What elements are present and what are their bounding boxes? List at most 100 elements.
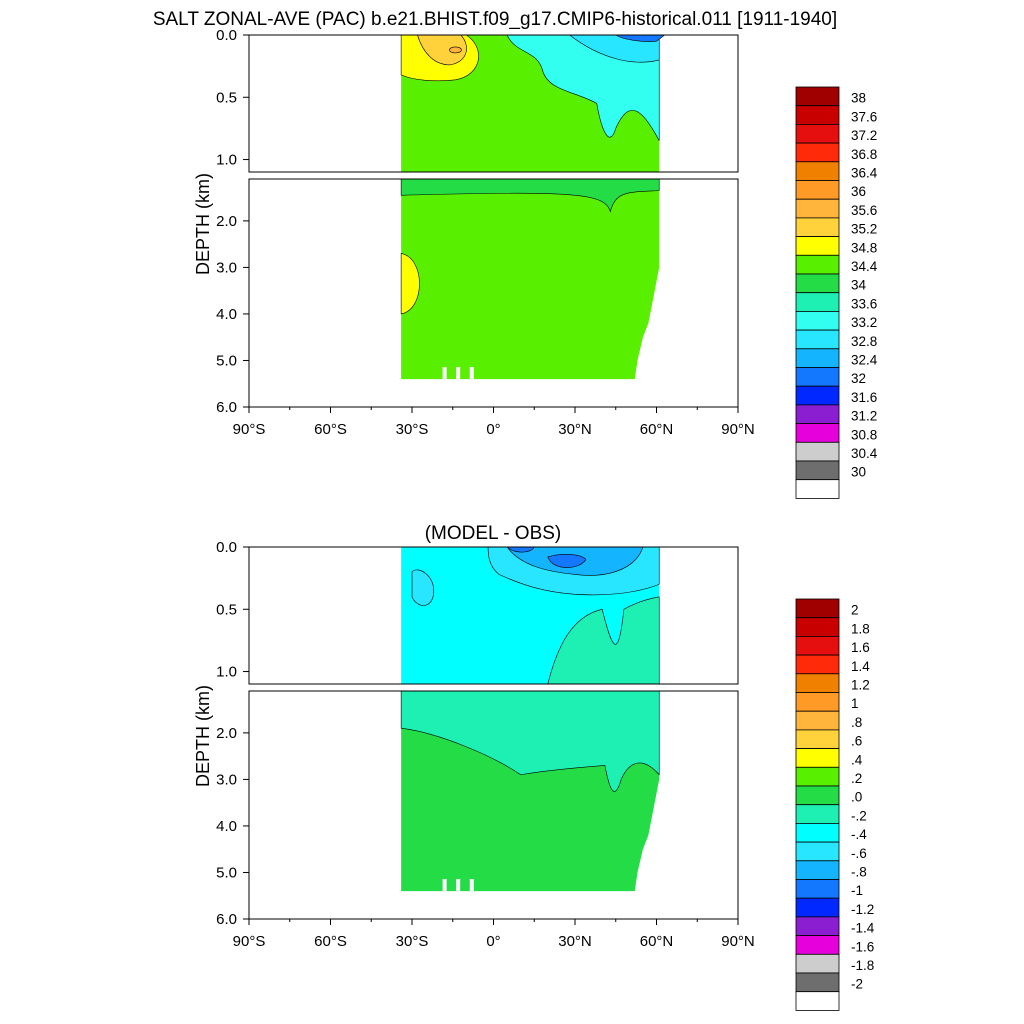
y-tick-label: 3.0 bbox=[216, 259, 237, 276]
colorbar-label: .4 bbox=[851, 752, 863, 767]
deep-saline-region bbox=[400, 253, 420, 315]
colorbar-label: 31.2 bbox=[851, 409, 877, 424]
colorbar-label: -.4 bbox=[851, 827, 867, 842]
colorbar-label: 2 bbox=[851, 603, 859, 618]
colorbar-swatch bbox=[795, 329, 840, 350]
colorbar-swatch bbox=[795, 161, 840, 181]
colorbar-swatch bbox=[795, 310, 840, 331]
y-tick-label: 0.0 bbox=[216, 27, 237, 44]
colorbar-swatch bbox=[795, 142, 840, 163]
colorbar-label: 38 bbox=[851, 91, 866, 106]
colorbar-swatch bbox=[795, 710, 840, 731]
y-axis-label: DEPTH (km) bbox=[193, 173, 213, 275]
x-tick-label: 90°N bbox=[721, 933, 755, 950]
colorbar-swatch bbox=[795, 654, 840, 675]
y-tick-label: 6.0 bbox=[216, 911, 237, 928]
colorbar-swatch bbox=[795, 841, 840, 862]
colorbar-label: 35.6 bbox=[851, 203, 877, 218]
colorbar-swatch bbox=[795, 972, 840, 993]
colorbar-swatch bbox=[795, 766, 840, 787]
colorbar-swatch bbox=[795, 879, 840, 899]
x-tick-label: 90°S bbox=[233, 421, 266, 438]
colorbar-swatch bbox=[795, 105, 840, 125]
colorbar-swatch bbox=[795, 991, 840, 1011]
colorbar-label: 1.8 bbox=[851, 621, 870, 636]
colorbar-label: 1.2 bbox=[851, 678, 870, 693]
colorbar-swatch bbox=[795, 636, 840, 656]
x-tick-label: 30°N bbox=[558, 421, 592, 438]
y-tick-label: 1.0 bbox=[216, 664, 237, 681]
colorbar-swatch bbox=[795, 953, 840, 974]
salinity-plot: 90°S 60°S 30°S 0° 30°N 60°N 90°N 0.0 0.5 1.0 2.0 3.… bbox=[193, 27, 755, 438]
chart-title: SALT ZONAL-AVE (PAC) b.e21.BHIST.f09_g17… bbox=[153, 9, 837, 30]
y-tick-label: 0.5 bbox=[216, 601, 237, 618]
x-tick-label: 60°N bbox=[640, 421, 674, 438]
colorbar-label: .0 bbox=[851, 790, 862, 805]
colorbar-label: 33.6 bbox=[851, 296, 877, 311]
colorbar-label: 37.2 bbox=[851, 128, 877, 143]
colorbar-swatch bbox=[795, 441, 840, 462]
y-tick-label: 2.0 bbox=[216, 213, 237, 230]
colorbar-swatch bbox=[795, 385, 840, 406]
colorbar-label: 30.8 bbox=[851, 427, 877, 442]
saline-max-region bbox=[449, 46, 462, 54]
y-tick-label: 0.5 bbox=[216, 89, 237, 106]
ridge-notch bbox=[442, 879, 447, 892]
x-tick-label: 90°S bbox=[233, 933, 266, 950]
x-tick-label: 60°S bbox=[314, 421, 347, 438]
colorbar-label: .8 bbox=[851, 715, 862, 730]
colorbar-label: 30 bbox=[851, 465, 866, 480]
colorbar-swatch bbox=[795, 348, 840, 368]
colorbar-label: 34.4 bbox=[851, 259, 878, 274]
x-tick-label: 30°S bbox=[396, 421, 429, 438]
colorbar-label: .2 bbox=[851, 771, 862, 786]
colorbar-label: 32.8 bbox=[851, 334, 877, 349]
colorbar-swatch bbox=[795, 897, 840, 918]
fresher-surface-region bbox=[568, 34, 660, 63]
deep-negative-region bbox=[400, 690, 660, 792]
colorbar-label: 1.6 bbox=[851, 640, 870, 655]
colorbar-label: -.2 bbox=[851, 808, 867, 823]
x-tick-label: 0° bbox=[486, 933, 500, 950]
colorbar-label: 1.4 bbox=[851, 659, 870, 674]
colorbar-label: 1 bbox=[851, 696, 859, 711]
fresh-surface-region bbox=[506, 34, 660, 142]
colorbar-swatch bbox=[795, 404, 840, 424]
y-tick-label: 1.0 bbox=[216, 152, 237, 169]
colorbar-label: 36.8 bbox=[851, 147, 877, 162]
colorbar-label: -.6 bbox=[851, 846, 867, 861]
freshest-surface-region bbox=[614, 34, 666, 42]
y-axis-label: DEPTH (km) bbox=[193, 685, 213, 787]
colorbar-swatch bbox=[795, 292, 840, 312]
colorbar-swatch bbox=[795, 479, 840, 499]
saline-core-region bbox=[417, 34, 467, 66]
colorbar-label: .6 bbox=[851, 734, 862, 749]
y-tick-label: 4.0 bbox=[216, 306, 237, 323]
colorbar-swatch bbox=[795, 785, 840, 806]
colorbar-label: 34.8 bbox=[851, 240, 877, 255]
diff-chart-title: (MODEL - OBS) bbox=[425, 523, 562, 544]
colorbar-swatch bbox=[795, 86, 840, 107]
colorbar-swatch bbox=[795, 236, 840, 256]
colorbar-swatch bbox=[795, 748, 840, 768]
colorbar-label: -1.2 bbox=[851, 902, 874, 917]
x-tick-label: 60°S bbox=[314, 933, 347, 950]
deep-ocean-fill bbox=[401, 179, 660, 380]
x-tick-label: 30°S bbox=[396, 933, 429, 950]
x-tick-label: 30°N bbox=[558, 933, 592, 950]
y-tick-label: 6.0 bbox=[216, 399, 237, 416]
upper-axes-frame bbox=[248, 546, 739, 685]
ridge-notch bbox=[442, 367, 447, 380]
colorbar-label: 32.4 bbox=[851, 353, 878, 368]
colorbar-label: -.8 bbox=[851, 865, 867, 880]
colorbar-label: 34 bbox=[851, 278, 867, 293]
colorbar-swatch bbox=[795, 598, 840, 619]
colorbar-swatch bbox=[795, 198, 840, 219]
colorbar-label: -1 bbox=[851, 883, 863, 898]
upper-axes-frame bbox=[248, 34, 739, 173]
colorbar-swatch bbox=[795, 935, 840, 955]
deep-fresher-region bbox=[400, 178, 660, 213]
colorbar-swatch bbox=[795, 460, 840, 481]
colorbar-label: -1.8 bbox=[851, 958, 874, 973]
